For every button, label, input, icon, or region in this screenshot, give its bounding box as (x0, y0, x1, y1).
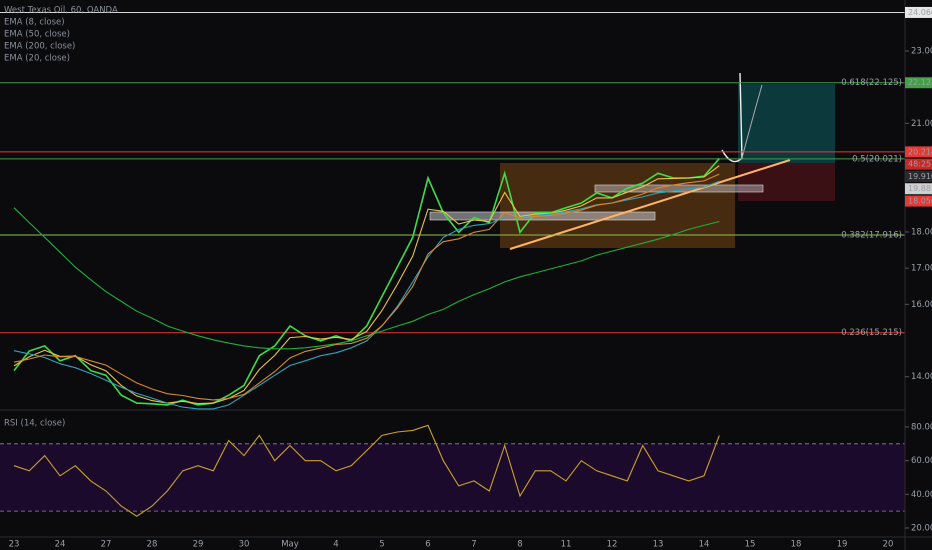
level-label: 0.236(15.215) (841, 328, 902, 338)
x-tick-label: 19 (837, 540, 848, 550)
x-tick-label: 5 (379, 540, 384, 550)
price-label-box (905, 146, 932, 158)
support-box (594, 184, 764, 193)
price-label-box (905, 170, 932, 182)
price-label-box (905, 6, 932, 18)
x-tick-label: 27 (101, 540, 112, 550)
price-label: 19.883 (908, 184, 932, 193)
y-tick-label: 14.00 (911, 372, 932, 382)
x-tick-label: 13 (653, 540, 664, 550)
x-tick-label: 7 (471, 540, 476, 550)
x-tick-label: May (281, 540, 299, 550)
x-tick-label: 28 (147, 540, 158, 550)
price-label: 19.910 (908, 172, 932, 181)
x-tick-label: 15 (745, 540, 756, 550)
projection-path (741, 84, 763, 159)
series-line (13, 207, 720, 350)
legend-entry: EMA (20, close) (4, 54, 70, 64)
series-line (13, 157, 720, 406)
legend-entry: EMA (8, close) (4, 18, 65, 28)
x-tick-label: 24 (55, 540, 66, 550)
target-zone (738, 84, 835, 163)
rsi-band (0, 443, 905, 512)
y-tick-label: 16.00 (911, 300, 932, 310)
price-label: 48:25 (908, 160, 931, 169)
x-tick-label: 30 (239, 540, 250, 550)
y-tick-label: 80.00 (911, 422, 932, 432)
projection-path (721, 72, 743, 163)
y-tick-label: 40.00 (911, 490, 932, 500)
legend-entry: EMA (200, close) (4, 42, 75, 52)
price-label-box (905, 183, 932, 195)
x-tick-label: 18 (791, 540, 802, 550)
x-tick-label: 14 (699, 540, 710, 550)
level-label: 0.5(20.021) (852, 154, 902, 164)
price-label: 24.066 (908, 8, 932, 17)
stop-zone (738, 163, 835, 201)
level-label: 0.618(22.125) (841, 78, 902, 88)
y-tick-label: 21.00 (911, 119, 932, 129)
series-line (13, 173, 720, 401)
x-tick-label: 8 (517, 540, 522, 550)
y-tick-label: 20.00 (911, 523, 932, 533)
price-label: 22.124 (908, 78, 932, 87)
series-line (13, 424, 720, 517)
y-tick-label: 60.00 (911, 456, 932, 466)
x-tick-label: 11 (561, 540, 572, 550)
price-label-box (905, 77, 932, 89)
y-tick-label: 18.00 (911, 227, 932, 237)
x-tick-label: 23 (9, 540, 20, 550)
y-tick-label: 23.00 (911, 47, 932, 57)
chart-title: West Texas Oil, 60, OANDA (4, 6, 118, 16)
x-tick-label: 6 (425, 540, 430, 550)
trend-line (509, 159, 791, 250)
x-tick-label: 29 (193, 540, 204, 550)
x-tick-label: 20 (883, 540, 894, 550)
price-label-box (905, 158, 932, 170)
price-label: 18.050 (908, 197, 932, 206)
legend-entry: EMA (50, close) (4, 30, 70, 40)
x-tick-label: 12 (607, 540, 618, 550)
rsi-title: RSI (14, close) (4, 419, 65, 429)
price-label: 20.214 (908, 147, 932, 156)
level-label: 0.382(17.916) (841, 230, 902, 240)
x-tick-label: 4 (333, 540, 338, 550)
price-label-box (905, 195, 932, 207)
series-line (13, 165, 720, 405)
y-tick-label: 17.00 (911, 264, 932, 274)
